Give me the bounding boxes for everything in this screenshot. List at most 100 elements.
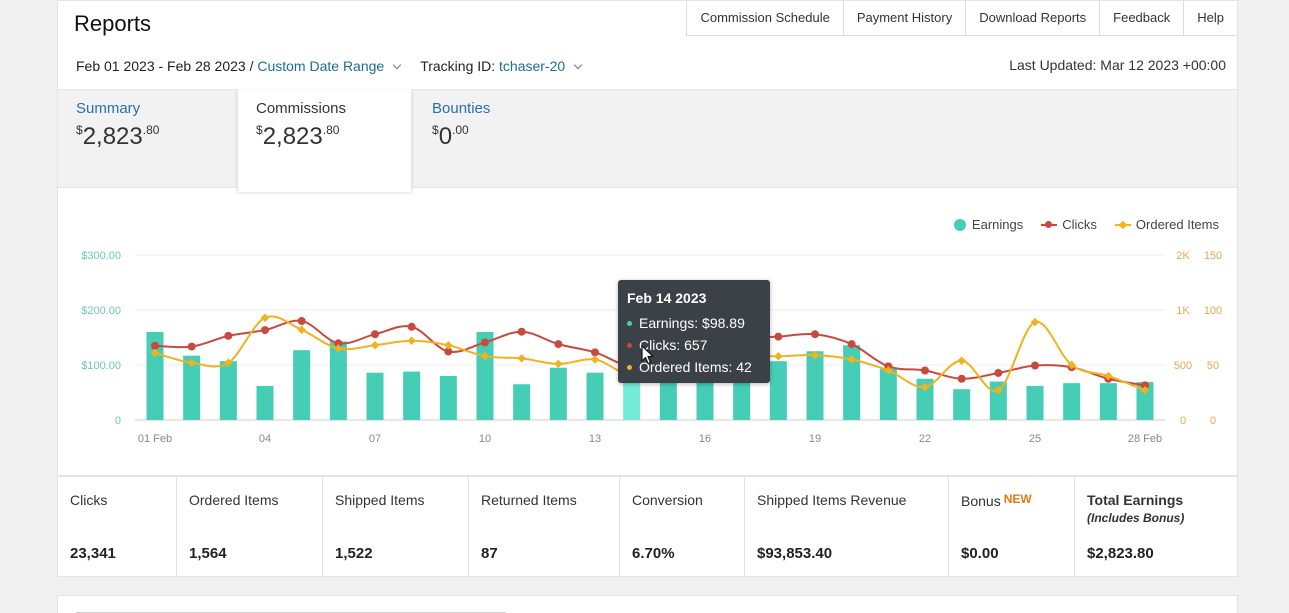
earnings-bar — [366, 372, 384, 420]
y-clicks-tick-label: 2K — [1176, 250, 1190, 262]
earnings-swatch — [953, 218, 966, 231]
download-reports-link[interactable]: Download Reports — [966, 1, 1101, 35]
tab-amount: $2,823.80 — [76, 123, 160, 150]
clicks-point — [261, 326, 269, 335]
y-items-tick-label: 100 — [1204, 305, 1222, 317]
earnings-bar — [513, 384, 531, 420]
legend-ordered-items[interactable]: Ordered Items — [1114, 217, 1219, 232]
clicks-point — [554, 340, 563, 349]
clicks-point — [297, 317, 306, 325]
ordered-items-point — [444, 340, 453, 350]
clicks-point — [481, 338, 489, 347]
clicks-point — [957, 374, 966, 383]
help-link[interactable]: Help — [1197, 10, 1224, 25]
stats-card: Clicks 23,341 Ordered Items 1,564 Shippe… — [57, 476, 1238, 577]
payment-history-link[interactable]: Payment History — [844, 1, 967, 35]
tab-summary[interactable]: Summary $2,823.80 — [58, 89, 237, 188]
earnings-bar — [1136, 382, 1154, 420]
ordered-items-point — [260, 313, 270, 322]
ordered-items-point — [1104, 371, 1113, 381]
tab-bounties[interactable]: Bounties $0.00 — [414, 89, 584, 188]
stat-value: $0.00 — [961, 545, 999, 562]
new-badge: NEW — [1003, 492, 1032, 506]
earnings-bar — [916, 378, 934, 420]
tooltip-earnings: Earnings: $98.89 — [627, 312, 761, 334]
tooltip-clicks: Clicks: 657 — [627, 334, 761, 356]
clicks-point — [334, 339, 343, 348]
x-tick-label: 25 — [1029, 433, 1041, 445]
y-clicks-tick-label: 0 — [1180, 415, 1186, 427]
earnings-chart: 0 $100.00 $200.00 $300.00 0 0 500 50 1K 100 2K 150 0… — [81, 250, 1222, 445]
earnings-bar — [1063, 383, 1081, 420]
clicks-point — [444, 347, 453, 356]
stat-value: 87 — [481, 545, 498, 562]
y-left-tick-label: $300.00 — [81, 250, 121, 262]
mouse-cursor-icon — [641, 345, 654, 365]
earnings-bar — [183, 355, 201, 420]
feedback-link[interactable]: Feedback — [1100, 1, 1185, 35]
stat-label: Conversion — [632, 492, 703, 508]
earnings-bar — [476, 332, 494, 420]
x-tick-label: 04 — [259, 433, 271, 445]
tab-amount: $0.00 — [432, 123, 469, 150]
tracking-id-dropdown[interactable]: tchaser-20 — [499, 58, 566, 74]
stats-row: Clicks 23,341 Ordered Items 1,564 Shippe… — [58, 477, 1237, 576]
ordered-items-point — [187, 358, 196, 368]
chevron-down-icon[interactable] — [573, 60, 583, 69]
chart-legend: Earnings Clicks Ordered Items — [936, 217, 1219, 232]
ordered-items-swatch — [1114, 219, 1131, 231]
y-clicks-tick-label: 1K — [1176, 305, 1190, 317]
commission-schedule-link[interactable]: Commission Schedule — [687, 1, 844, 35]
stat-total-earnings: Total Earnings (Includes Bonus) $2,823.80 — [1075, 477, 1237, 576]
clicks-point — [811, 330, 819, 339]
y-left-tick-label: 0 — [115, 415, 121, 427]
chevron-down-icon[interactable] — [392, 60, 402, 69]
stat-conversion: Conversion 6.70% — [620, 477, 745, 576]
earnings-bar — [549, 367, 567, 420]
reports-card: Reports Commission Schedule Payment Hist… — [57, 0, 1238, 476]
tab-commissions[interactable]: Commissions $2,823.80 — [237, 89, 412, 192]
earnings-bar — [256, 385, 274, 420]
stat-value: 1,522 — [335, 545, 373, 562]
stat-ordered-items: Ordered Items 1,564 — [177, 477, 323, 576]
x-tick-label: 07 — [369, 433, 381, 445]
stat-value: $2,823.80 — [1087, 545, 1154, 562]
y-left-tick-label: $200.00 — [81, 305, 121, 317]
earnings-bar — [293, 350, 311, 420]
earnings-bar — [769, 361, 787, 420]
clicks-point — [407, 322, 416, 331]
ordered-items-point — [774, 351, 783, 361]
tracking-id-label: Tracking ID: — [420, 58, 496, 74]
ordered-items-point — [407, 336, 416, 346]
earnings-bar — [403, 371, 421, 420]
stat-label: Returned Items — [481, 492, 577, 508]
stat-value: $93,853.40 — [757, 545, 833, 562]
earnings-bar — [843, 345, 861, 420]
stat-label: Clicks — [70, 492, 108, 508]
ordered-items-point — [480, 351, 490, 361]
date-separator: / — [249, 58, 254, 74]
ordered-items-point — [957, 356, 966, 365]
custom-date-range-dropdown[interactable]: Custom Date Range — [257, 58, 385, 74]
ordered-items-point — [334, 344, 343, 353]
earnings-bar — [586, 372, 604, 420]
tab-amount: $2,823.80 — [256, 123, 340, 150]
x-tick-label: 16 — [699, 433, 711, 445]
legend-earnings[interactable]: Earnings — [953, 217, 1023, 232]
stat-shipped-items: Shipped Items 1,522 — [323, 477, 469, 576]
y-left-tick-label: $100.00 — [81, 360, 121, 372]
clicks-point — [151, 341, 159, 350]
last-updated: Last Updated: Mar 12 2023 +00:00 — [1009, 57, 1226, 73]
stat-label: Shipped Items — [335, 492, 425, 508]
stat-clicks: Clicks 23,341 — [58, 477, 177, 576]
stat-label: Ordered Items — [189, 492, 279, 508]
x-tick-label: 28 Feb — [1128, 433, 1162, 445]
legend-clicks[interactable]: Clicks — [1041, 217, 1097, 232]
earnings-bar — [1099, 383, 1117, 420]
clicks-point — [774, 332, 783, 341]
ordered-items-point — [370, 340, 380, 350]
ordered-items-point — [590, 355, 600, 364]
date-range-text: Feb 01 2023 - Feb 28 2023 — [76, 58, 246, 74]
ordered-items-point — [920, 382, 930, 392]
earnings-bar — [439, 376, 457, 420]
